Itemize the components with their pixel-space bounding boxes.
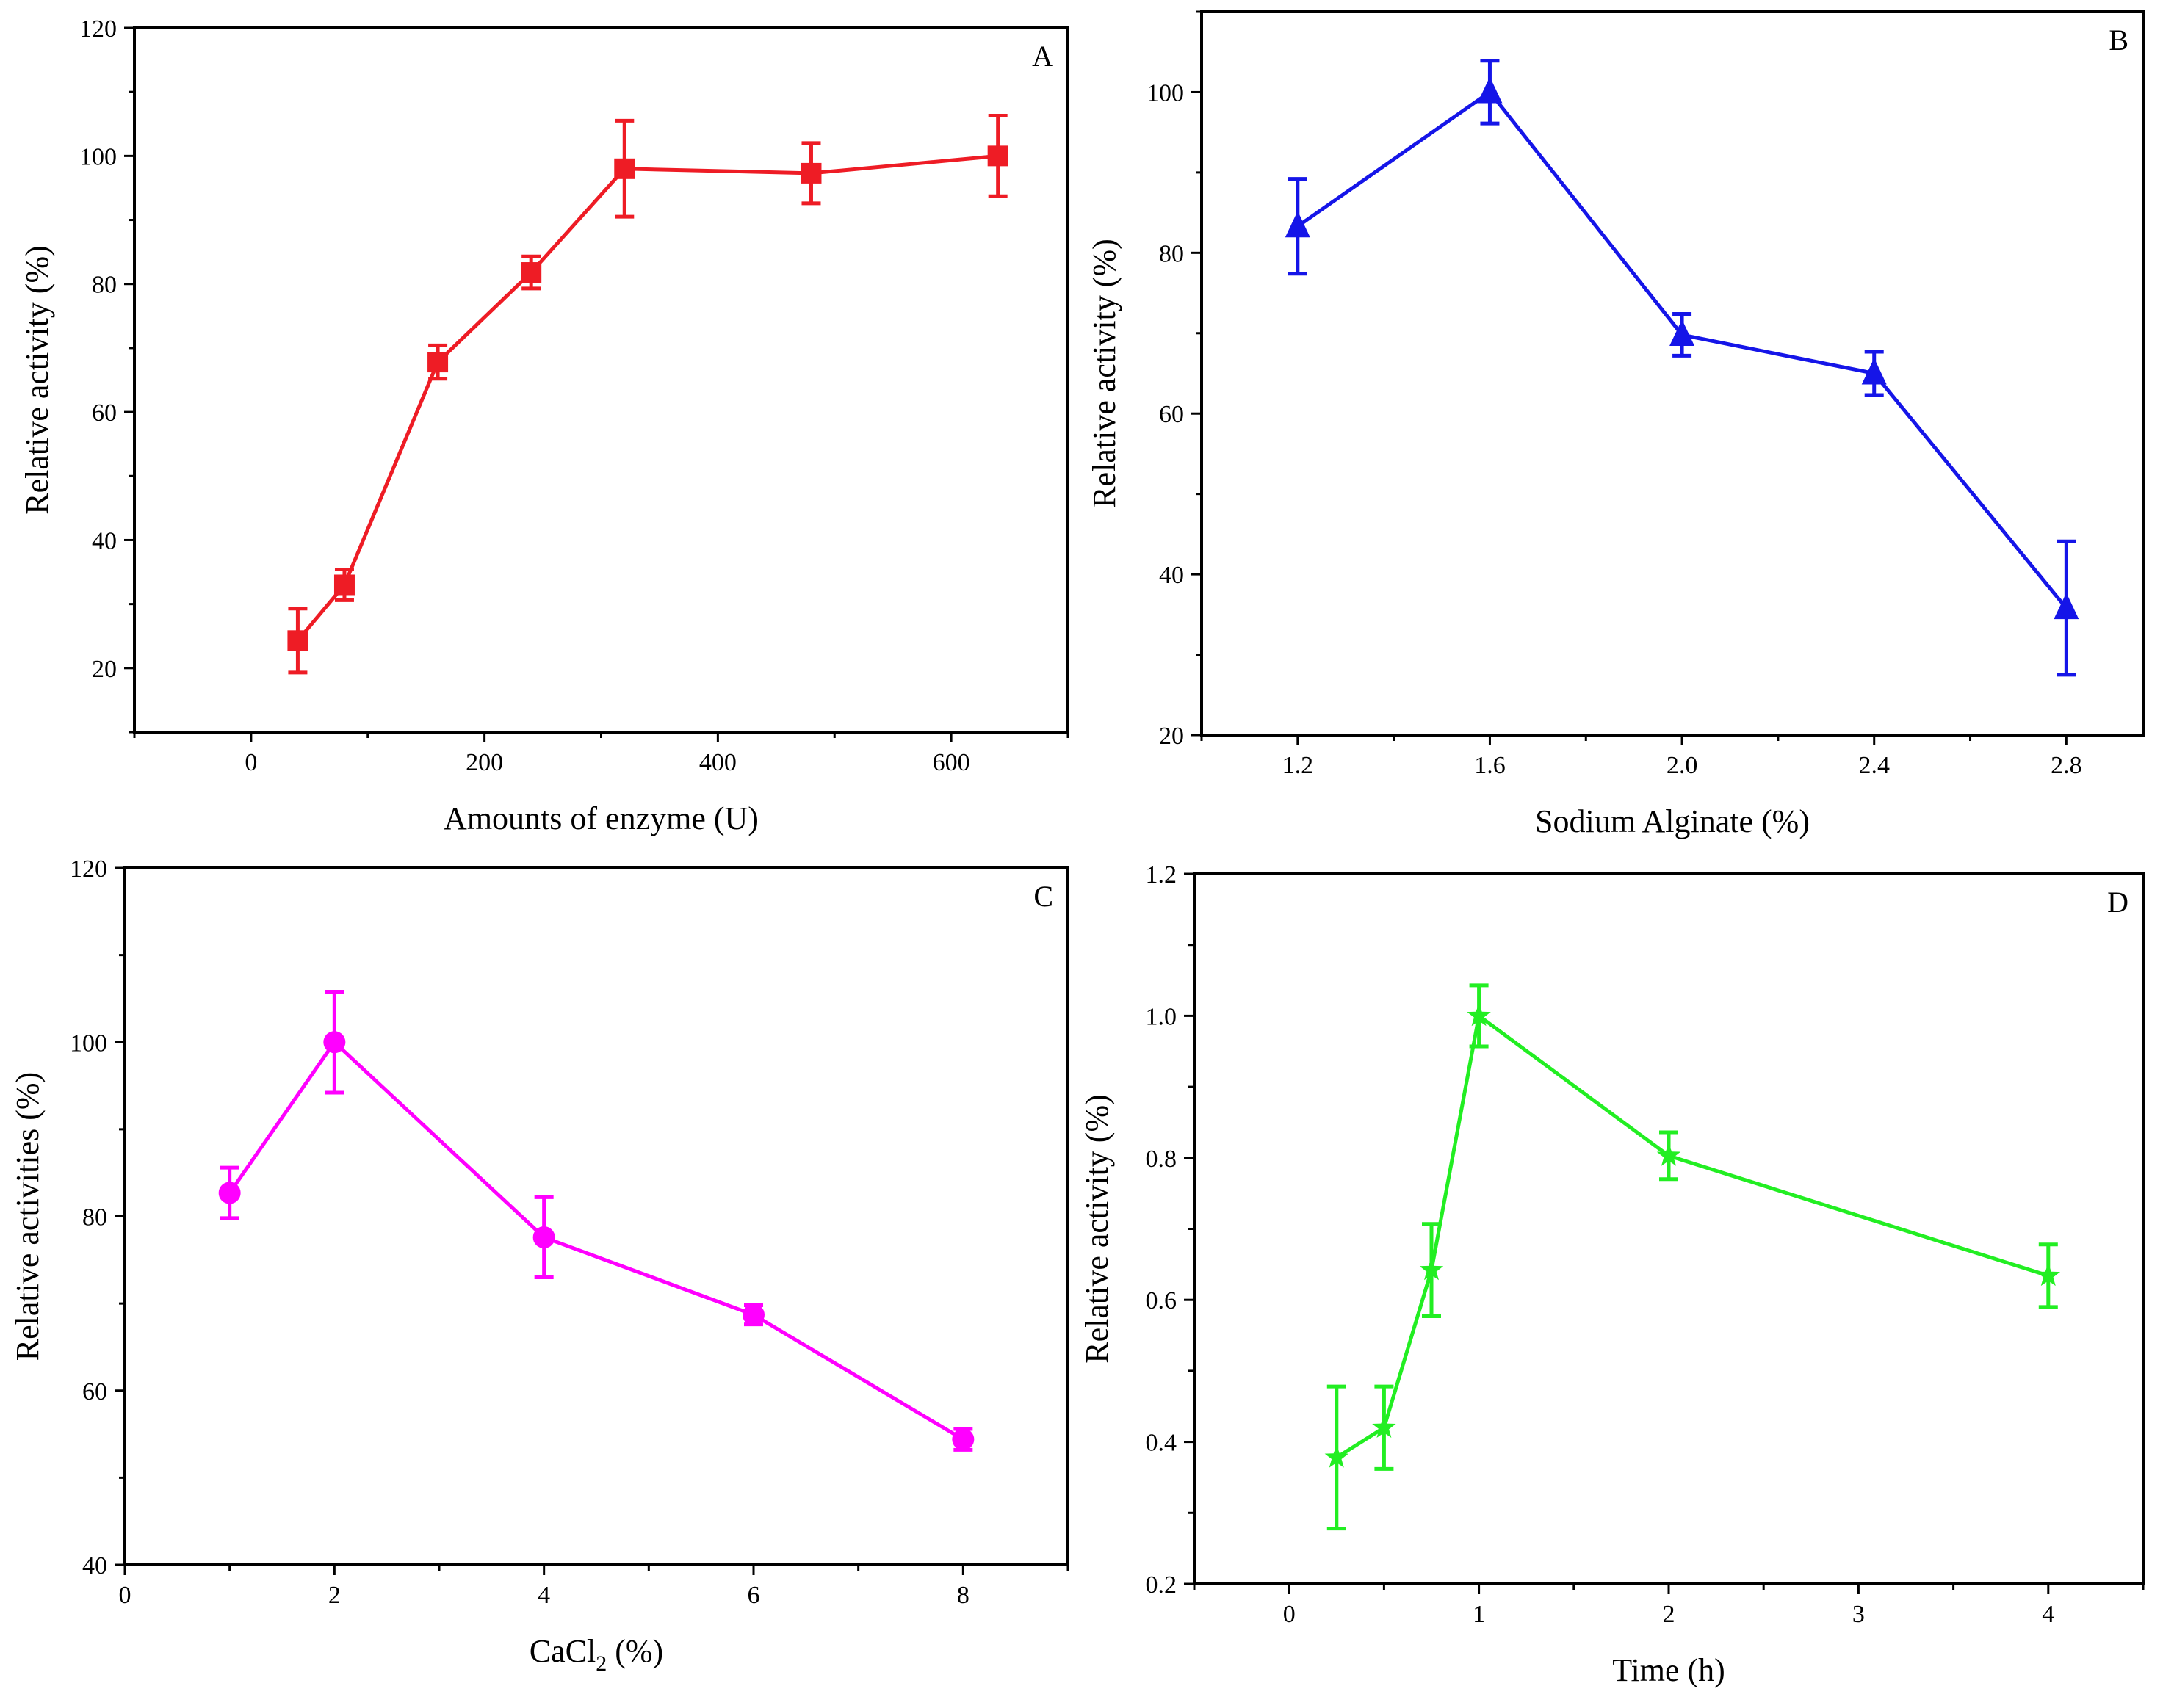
data-point-d [1419,1257,1444,1281]
data-point-d [1372,1415,1396,1438]
data-point-a [801,162,822,184]
x-tick-label-d: 3 [1852,1601,1865,1628]
panel-label-b: B [2109,23,2128,57]
data-point-a [987,145,1008,167]
x-tick-label-d: 1 [1473,1601,1485,1628]
y-axis-label-d: Relative activity (%) [1079,1094,1115,1364]
x-tick-label-d: 2 [1663,1601,1675,1628]
x-tick-label-c: 6 [748,1582,760,1609]
x-tick-label-a: 600 [933,749,970,776]
x-tick-label-c: 4 [538,1582,550,1609]
y-tick-label-a: 40 [92,527,117,554]
y-tick-label-b: 100 [1147,79,1184,106]
y-tick-label-d: 0.6 [1146,1287,1177,1314]
x-tick-label-b: 1.6 [1474,752,1506,779]
y-axis-label-a: Relative activity (%) [19,245,55,515]
data-point-c [218,1182,241,1204]
y-tick-label-b: 40 [1159,562,1184,589]
panel-b: 20 40 60 80 100 1.2 1.6 2.0 2.4 2.8 B Sodium Algina… [1086,10,2145,839]
data-point-a [521,262,542,283]
y-tick-label-a: 60 [92,399,117,427]
data-point-c [952,1428,975,1451]
data-point-b [1669,319,1695,346]
y-tick-label-a: 80 [92,272,117,299]
data-point-a [614,158,635,179]
data-point-d [1656,1143,1681,1166]
panel-c: 40 60 80 100 120 0 2 4 6 8 C CaCl2 (%) Relative acti… [10,855,1069,1676]
y-tick-label-b: 20 [1159,723,1184,750]
x-tick-label-b: 2.4 [1858,752,1890,779]
y-tick-label-c: 120 [70,855,107,883]
series-line-d [1335,1013,2049,1460]
plot-frame-b [1200,10,2145,737]
x-axis-label-b: Sodium Alginate (%) [1535,803,1810,839]
x-axis-label-c: CaCl2 (%) [530,1633,663,1676]
y-tick-label-a: 120 [79,15,117,43]
y-tick-label-c: 80 [82,1204,107,1231]
x-tick-label-d: 0 [1283,1601,1296,1628]
data-point-b [1861,358,1887,385]
y-axis-label-b: Relative activity (%) [1086,239,1122,508]
y-tick-label-d: 0.8 [1146,1146,1177,1173]
panel-label-a: A [1032,40,1053,73]
panel-d: 0.2 0.4 0.6 0.8 1.0 1.2 0 1 2 3 4 D Time (h) Relative… [1079,861,2145,1688]
data-point-a [333,574,355,596]
y-tick-label-c: 60 [82,1378,107,1405]
x-axis-label-a: Amounts of enzyme (U) [444,800,759,836]
x-tick-label-b: 1.2 [1282,752,1314,779]
series-line-c [228,1040,964,1441]
data-point-c [743,1303,765,1326]
y-tick-label-c: 40 [82,1552,107,1579]
panel-label-d: D [2107,886,2128,919]
y-tick-label-d: 1.2 [1146,861,1177,889]
y-tick-label-a: 20 [92,656,117,683]
series-line-a [296,153,998,642]
panel-label-c: C [1033,880,1053,913]
x-tick-label-c: 8 [957,1582,969,1609]
y-axis-label-c: Relative activities (%) [10,1072,46,1361]
plot-frame-c [123,866,1069,1566]
data-point-d [2036,1263,2060,1287]
x-tick-label-c: 2 [328,1582,341,1609]
x-tick-label-b: 2.8 [2051,752,2082,779]
data-point-c [323,1031,346,1054]
x-tick-label-c: 0 [119,1582,131,1609]
x-tick-label-a: 0 [245,749,257,776]
y-tick-label-b: 60 [1159,401,1184,428]
y-tick-label-a: 100 [79,143,117,170]
data-point-b [1285,211,1310,238]
y-tick-label-d: 0.4 [1146,1430,1177,1457]
data-point-a [287,630,308,651]
data-point-c [532,1226,555,1248]
y-tick-label-c: 100 [70,1029,107,1057]
x-tick-label-a: 400 [699,749,737,776]
x-tick-label-b: 2.0 [1667,752,1698,779]
data-point-d [1324,1444,1348,1468]
y-tick-label-b: 80 [1159,240,1184,267]
plot-frame-a [133,26,1069,734]
panel-a: 20 40 60 80 100 120 0 200 400 600 A Amounts of enzy… [19,15,1069,836]
x-tick-label-a: 200 [466,749,503,776]
x-tick-label-d: 4 [2042,1601,2054,1628]
data-point-b [1477,76,1503,104]
y-tick-label-d: 0.2 [1146,1571,1177,1599]
data-point-d [1467,1003,1491,1027]
y-tick-label-d: 1.0 [1146,1003,1177,1030]
x-axis-label-d: Time (h) [1612,1652,1725,1688]
data-point-b [2054,593,2079,620]
data-point-a [427,352,449,373]
